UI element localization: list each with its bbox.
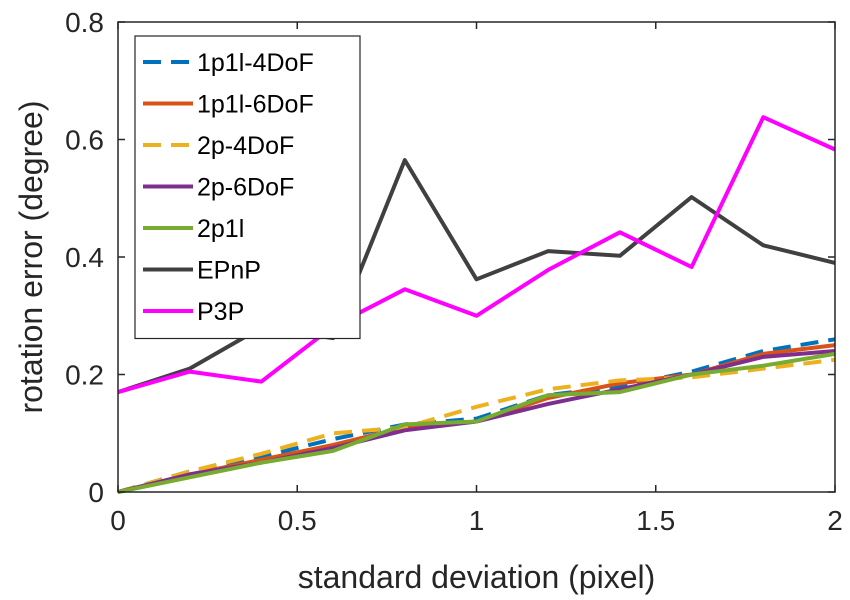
series-line-p3p <box>117 115 836 395</box>
legend-label-2p-6dof: 2p-6DoF <box>197 174 294 202</box>
x-tick-label: 1.5 <box>636 505 675 536</box>
series-line-2p1l <box>117 351 836 494</box>
y-tick-label: 0 <box>88 477 104 508</box>
legend-label-1p1l-4dof: 1p1l-4DoF <box>197 49 314 77</box>
y-tick-label: 0.4 <box>65 242 104 273</box>
series-layer <box>117 115 836 494</box>
y-tick-label: 0.6 <box>65 125 104 156</box>
legend-label-1p1l-6dof: 1p1l-6DoF <box>197 91 314 119</box>
ticks-layer: 0 0.5 1 1.5 2 0 0.2 0.4 0.6 0.8 <box>65 7 843 536</box>
x-tick-label: 0.5 <box>278 505 317 536</box>
x-tick-label: 0 <box>110 505 126 536</box>
y-tick-label: 0.2 <box>65 360 104 391</box>
legend-label-2p-4dof: 2p-4DoF <box>197 132 294 160</box>
legend-label-epnp: EPnP <box>197 257 261 285</box>
y-axis-label: rotation error (degree) <box>13 100 49 413</box>
x-tick-label: 2 <box>827 505 843 536</box>
x-tick-label: 1 <box>469 505 485 536</box>
legend-label-2p1l: 2p1l <box>197 215 244 243</box>
x-axis-label: standard deviation (pixel) <box>298 559 656 595</box>
series-line-2p-4dof <box>117 357 836 494</box>
y-tick-label: 0.8 <box>65 7 104 38</box>
legend-label-p3p: P3P <box>197 298 244 326</box>
legend: 1p1l-4DoF 1p1l-6DoF 2p-4DoF 2p-6DoF 2p1l EPnP… <box>134 35 361 340</box>
